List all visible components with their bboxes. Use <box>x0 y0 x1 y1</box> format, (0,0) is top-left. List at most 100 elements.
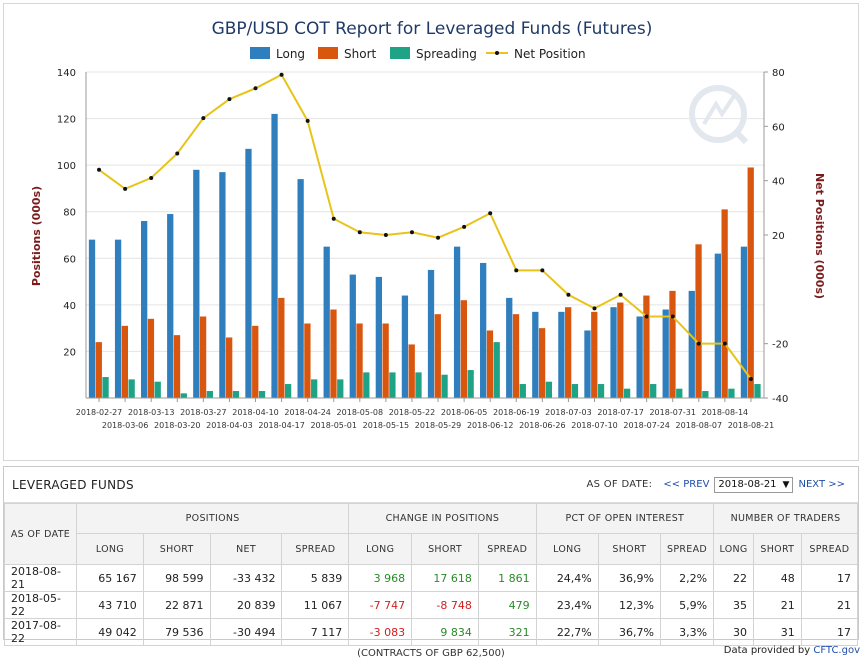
y2-tick-label: -40 <box>772 394 788 405</box>
bar-spreading <box>676 388 683 398</box>
y-tick-label: 140 <box>57 68 76 79</box>
col-traders-long: LONG <box>713 533 754 565</box>
legend-label: Long <box>276 47 305 61</box>
net-point <box>566 292 571 297</box>
x-tick-label: 2018-06-12 <box>467 421 514 430</box>
bar-long <box>297 179 304 398</box>
footer-text: Data provided by <box>723 645 811 656</box>
table-cell: 36,9% <box>597 564 661 592</box>
x-tick-label: 2018-04-24 <box>284 408 331 417</box>
col-change-short: SHORT <box>411 533 479 565</box>
table-cell: -30 494 <box>209 618 283 646</box>
col-change-spread: SPREAD <box>477 533 537 565</box>
bar-long <box>480 262 487 398</box>
bar-long <box>636 316 643 398</box>
table-cell: 36,7% <box>597 618 661 646</box>
table-cell: 321 <box>477 618 537 646</box>
bar-spreading <box>258 391 266 398</box>
bar-long <box>141 221 148 398</box>
group-traders: NUMBER OF TRADERS <box>713 503 858 534</box>
bar-long <box>219 172 226 398</box>
net-point <box>644 314 649 319</box>
bar-short <box>538 328 546 398</box>
table-body: 2018-08-21 65 167 98 599 -33 432 5 839 3 968 1… <box>4 564 859 662</box>
table-cell: 79 536 <box>142 618 211 646</box>
net-point <box>201 116 206 121</box>
bar-spreading <box>232 391 240 398</box>
table-cell: 65 167 <box>76 564 144 592</box>
col-change-long: LONG <box>348 533 413 565</box>
col-pct-short: SHORT <box>597 533 661 565</box>
group-pct: PCT OF OPEN INTEREST <box>535 503 715 534</box>
bar-spreading <box>467 370 474 398</box>
bar-short <box>226 337 233 398</box>
bar-spreading <box>389 372 396 398</box>
y2-tick-label: 40 <box>772 177 785 188</box>
bar-short <box>408 344 415 398</box>
net-point <box>253 86 258 91</box>
next-link[interactable]: NEXT >> <box>798 479 845 490</box>
bar-spreading <box>311 379 318 398</box>
legend-label: Short <box>344 47 376 61</box>
net-point <box>305 118 310 123</box>
net-point <box>540 268 545 273</box>
x-tick-label: 2018-03-27 <box>180 408 227 417</box>
table-cell: 21 <box>800 591 859 619</box>
table-cell: 3 968 <box>348 564 413 592</box>
table-cell: 49 042 <box>76 618 144 646</box>
bar-short <box>747 167 754 398</box>
bar-short <box>382 323 389 398</box>
source-link[interactable]: CFTC.gov <box>813 645 860 656</box>
table-cell: -8 748 <box>411 591 479 619</box>
axes: 20 40 60 80 100 120 140 -40 -20 20 40 60 80 2018-02-2… <box>57 68 788 430</box>
table-note-row: (CONTRACTS OF GBP 62,500) <box>5 646 858 662</box>
prev-link[interactable]: << PREV <box>663 479 710 490</box>
bar-short <box>199 316 207 398</box>
bar-long <box>610 307 617 398</box>
net-point <box>409 230 414 235</box>
table-cell: 35 <box>713 591 754 619</box>
date-select[interactable]: 2018-08-21 ▼ <box>714 476 794 493</box>
gridlines <box>86 71 764 352</box>
x-tick-label: 2018-07-10 <box>571 421 618 430</box>
bar-short <box>95 342 102 398</box>
legend-swatch-dot <box>495 51 499 55</box>
table-cell: 22,7% <box>535 618 599 646</box>
y2-axis-title: Net Positions (000s) <box>813 173 826 299</box>
y-tick-label: 120 <box>57 115 76 126</box>
bar-long <box>688 290 695 398</box>
net-point <box>722 341 727 346</box>
x-tick-label: 2018-08-07 <box>676 421 723 430</box>
net-point <box>670 314 675 319</box>
bar-spreading <box>441 374 448 398</box>
bar-long <box>245 148 252 398</box>
bar-short <box>617 302 624 398</box>
bar-long <box>114 239 122 398</box>
y-tick-label: 20 <box>63 347 76 358</box>
group-change: CHANGE IN POSITIONS <box>348 503 537 534</box>
table-cell: 5 839 <box>281 564 350 592</box>
as-of-label: AS OF DATE: <box>586 479 653 490</box>
date-select-value: 2018-08-21 <box>718 479 777 490</box>
x-tick-label: 2018-08-21 <box>728 421 775 430</box>
x-tick-label: 2018-04-17 <box>258 421 305 430</box>
net-point <box>357 230 362 235</box>
bar-long <box>532 311 539 398</box>
bars <box>88 113 761 399</box>
bar-spreading <box>571 384 579 398</box>
bar-spreading <box>597 384 605 398</box>
x-tick-label: 2018-03-13 <box>128 408 175 417</box>
chart-title: GBP/USD COT Report for Leveraged Funds (… <box>212 19 653 39</box>
net-point <box>97 167 102 172</box>
net-position-line <box>97 72 753 381</box>
bar-spreading <box>284 384 292 398</box>
y-tick-label: 80 <box>63 208 76 219</box>
net-point <box>279 72 284 77</box>
table-cell: 17 618 <box>411 564 479 592</box>
bar-spreading <box>493 342 500 398</box>
table-cell: 2018-08-21 <box>4 564 77 592</box>
net-point <box>696 341 701 346</box>
table-cell: 17 <box>800 618 859 646</box>
net-point <box>123 186 128 191</box>
bar-long <box>714 253 721 398</box>
